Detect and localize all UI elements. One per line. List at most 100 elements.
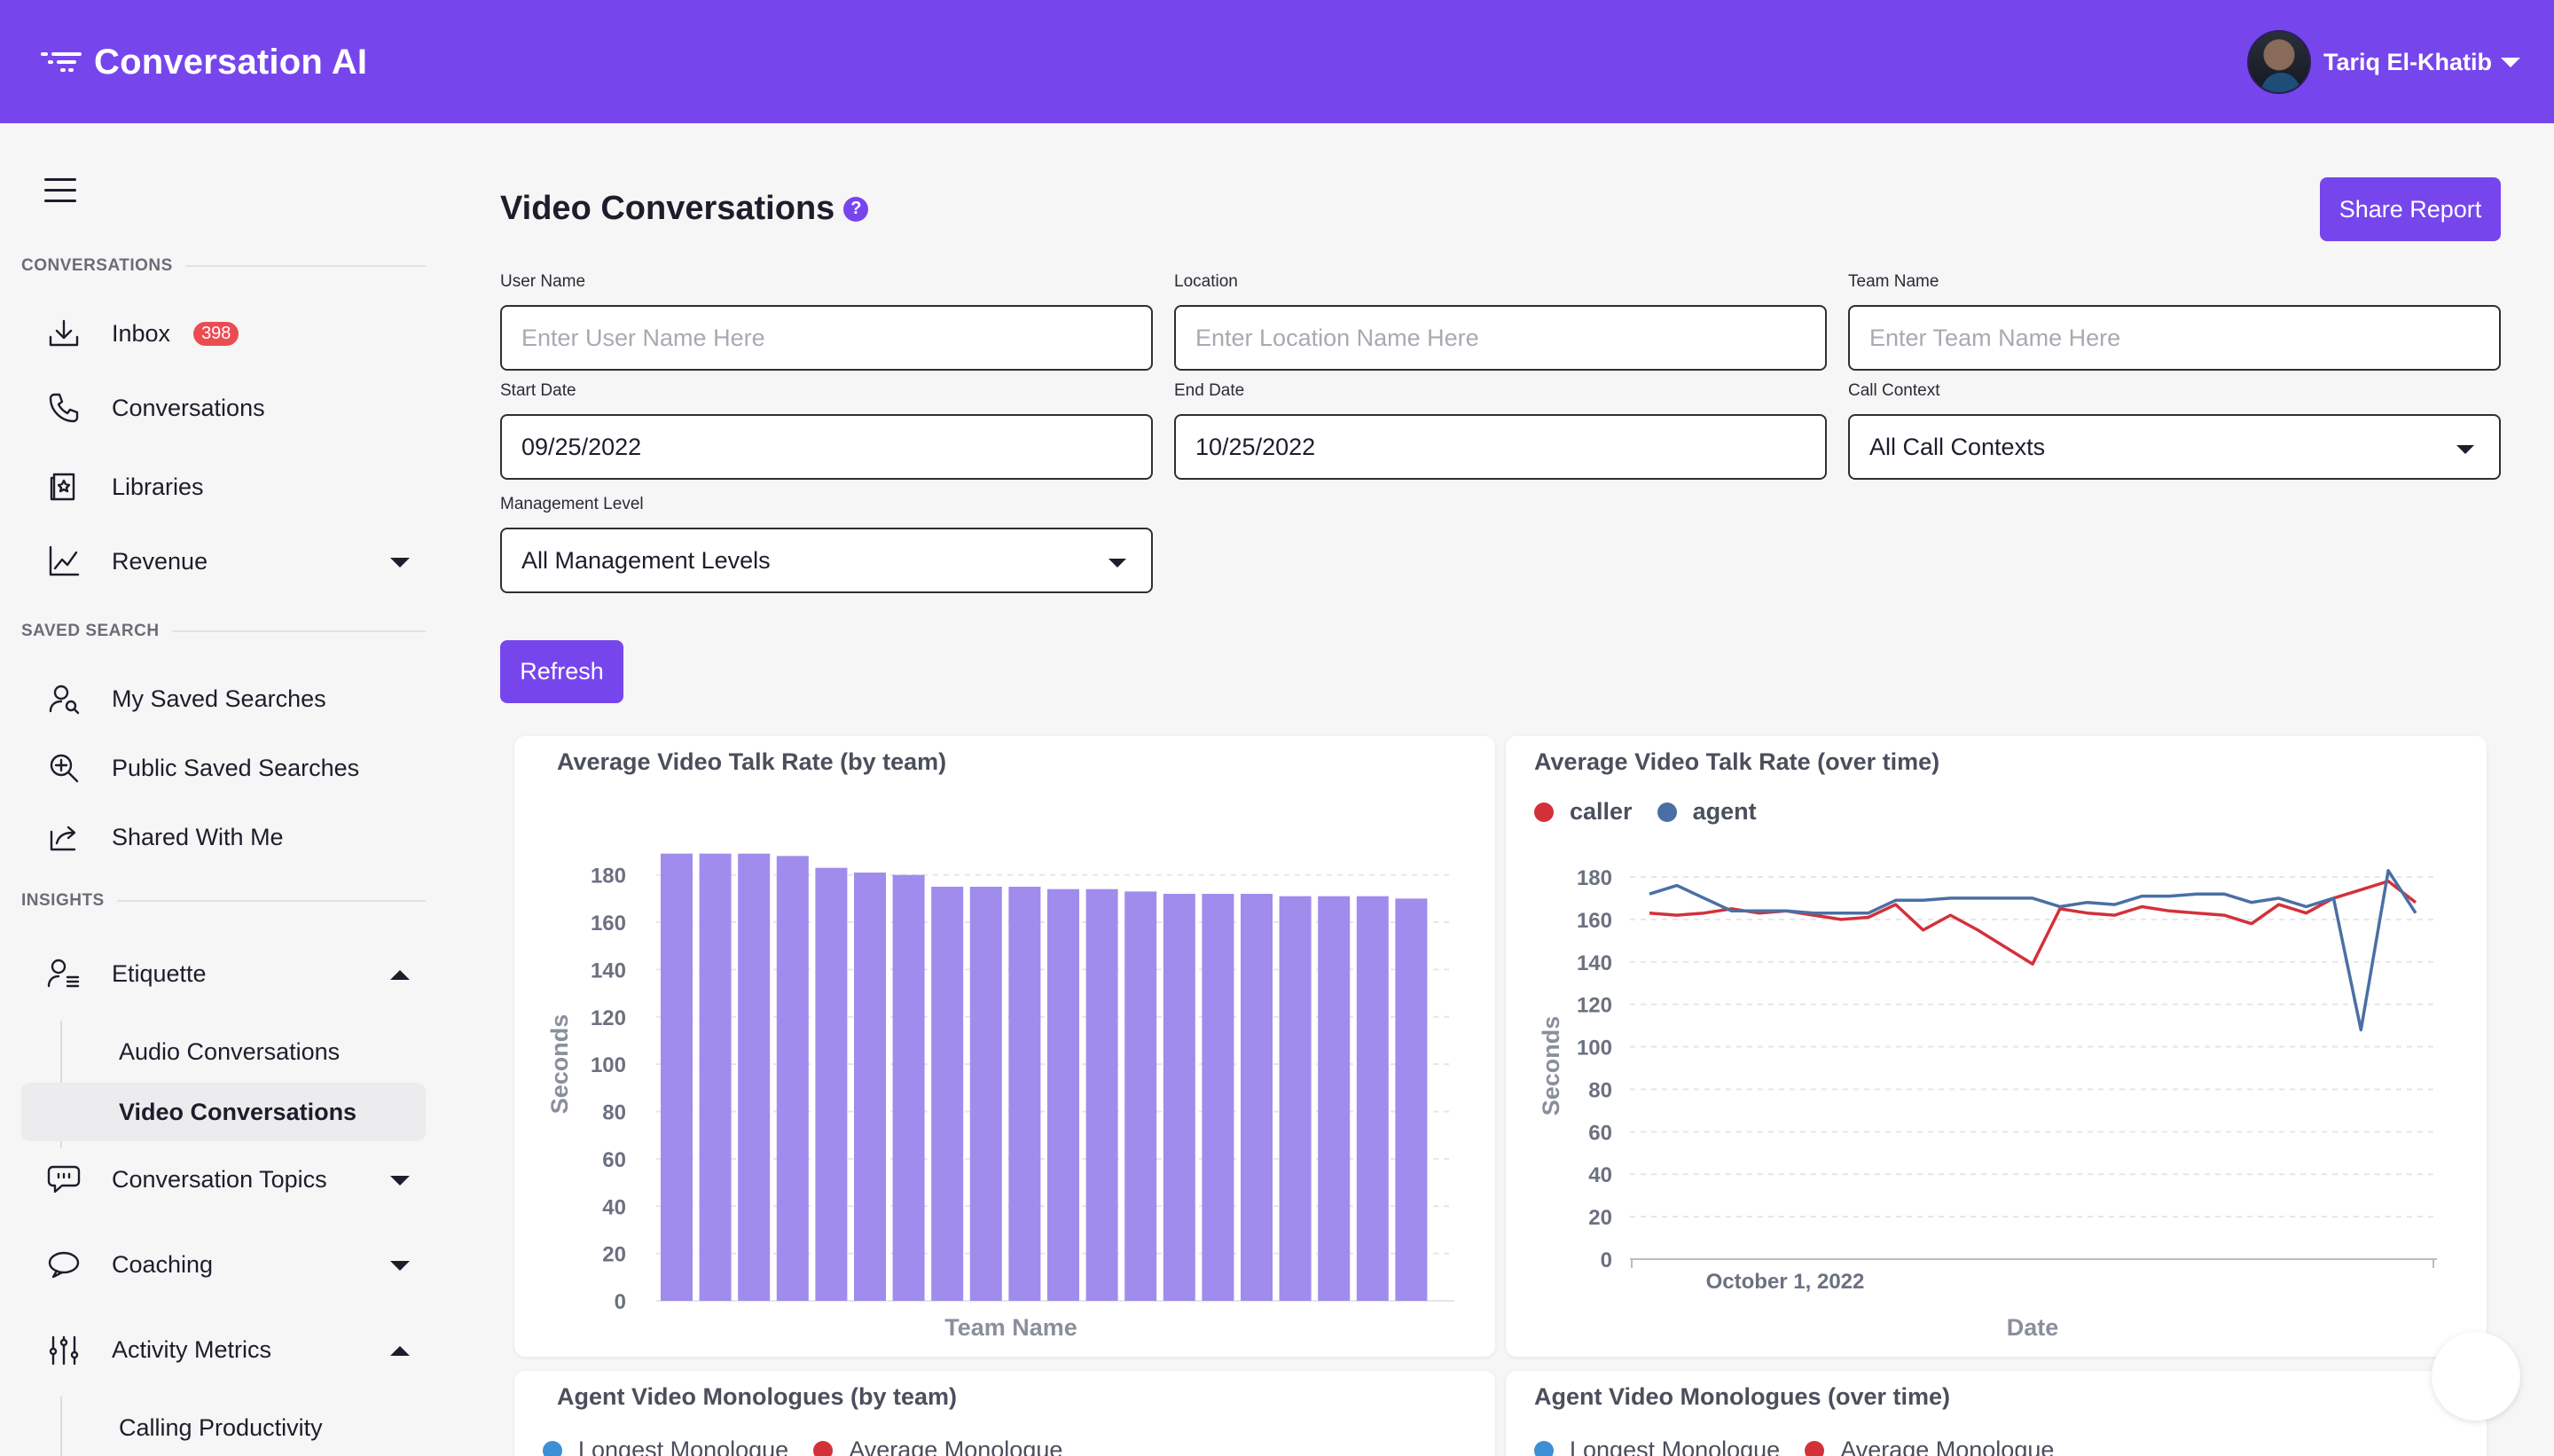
y-tick-label: 0 (615, 1290, 626, 1314)
sidebar-item-label: Audio Conversations (119, 1037, 341, 1065)
legend-item-average[interactable]: Average Monologue (813, 1436, 1062, 1456)
start-date-input[interactable]: 09/25/2022 (500, 414, 1153, 480)
legend-item-average[interactable]: Average Monologue (1805, 1436, 2054, 1456)
user-name-label: User Name (500, 272, 586, 291)
legend-dot (1657, 802, 1677, 822)
chevron-down-icon[interactable] (2501, 57, 2520, 67)
user-search-icon (44, 679, 83, 718)
sidebar-item-label: Inbox (112, 319, 171, 347)
sidebar-item-label: Etiquette (112, 959, 207, 987)
legend-item-agent[interactable]: agent (1657, 798, 1757, 826)
end-date-input[interactable]: 10/25/2022 (1174, 414, 1827, 480)
card-title: Agent Video Monologues (by team) (557, 1383, 958, 1410)
top-bar: Conversation AI Tariq El-Khatib (0, 0, 2554, 123)
sidebar-item-etiquette[interactable]: Etiquette (21, 944, 426, 1003)
legend-item-longest[interactable]: Longest Monologue (1534, 1436, 1780, 1456)
sidebar-item-my-saved-searches[interactable]: My Saved Searches (21, 669, 426, 728)
legend-item-longest[interactable]: Longest Monologue (543, 1436, 788, 1456)
x-tick-label: October 1, 2022 (1706, 1270, 1865, 1294)
y-tick-label: 180 (1577, 866, 1612, 890)
location-input[interactable]: Enter Location Name Here (1174, 305, 1827, 371)
sidebar-item-audio-conversations[interactable]: Audio Conversations (21, 1022, 426, 1081)
app-logo[interactable]: Conversation AI (41, 39, 367, 85)
team-name-input[interactable]: Enter Team Name Here (1848, 305, 2501, 371)
sidebar-item-coaching[interactable]: Coaching (21, 1235, 426, 1294)
y-tick-label: 120 (591, 1006, 626, 1030)
call-context-value: All Call Contexts (1869, 433, 2046, 460)
legend-label: Longest Monologue (1570, 1436, 1781, 1456)
hamburger-menu-icon[interactable] (44, 178, 76, 205)
sidebar-item-label: Conversations (112, 394, 265, 421)
x-axis-label: Team Name (944, 1314, 1077, 1341)
call-context-select[interactable]: All Call Contexts (1848, 414, 2501, 480)
sidebar-item-label: Revenue (112, 547, 208, 575)
sliders-icon (44, 1330, 83, 1369)
sidebar-item-label: Public Saved Searches (112, 754, 360, 781)
y-tick-label: 80 (602, 1101, 626, 1125)
y-tick-label: 40 (1588, 1163, 1612, 1187)
app-title: Conversation AI (94, 42, 368, 82)
bar (1318, 896, 1351, 1301)
management-level-select[interactable]: All Management Levels (500, 528, 1153, 593)
page-title: Video Conversations ? (500, 190, 869, 228)
user-menu[interactable]: Tariq El-Khatib (2246, 29, 2520, 95)
card-title: Average Video Talk Rate (over time) (1534, 748, 1940, 775)
legend-dot (543, 1440, 562, 1456)
chevron-up-icon[interactable] (390, 1346, 410, 1356)
chevron-down-icon[interactable] (390, 1261, 410, 1271)
share-report-button[interactable]: Share Report (2320, 177, 2501, 241)
chevron-down-icon[interactable] (390, 1176, 410, 1186)
sidebar-item-video-conversations[interactable]: Video Conversations (21, 1083, 426, 1141)
legend-dot (813, 1440, 834, 1456)
sidebar-item-shared-with-me[interactable]: Shared With Me (21, 808, 426, 866)
user-name[interactable]: Tariq El-Khatib (2323, 48, 2492, 75)
legend-label: Average Monologue (1840, 1436, 2055, 1456)
share-icon (44, 818, 83, 857)
sidebar-item-label: My Saved Searches (112, 685, 326, 712)
chevron-down-icon[interactable] (390, 558, 410, 568)
y-tick-label: 160 (1577, 909, 1612, 933)
bar (1279, 896, 1312, 1301)
chart-legend: Longest Monologue Average Monologue (543, 1436, 1087, 1456)
y-tick-label: 100 (1577, 1037, 1612, 1061)
sidebar-item-calling-productivity[interactable]: Calling Productivity (21, 1398, 426, 1456)
legend-dot (1534, 802, 1554, 822)
sidebar: CONVERSATIONS Inbox 398 Conversations Li… (0, 123, 443, 1456)
zoom-in-icon (44, 748, 83, 787)
bar (892, 874, 925, 1301)
refresh-button[interactable]: Refresh (500, 640, 623, 703)
dropdown-arrow-icon (1109, 559, 1126, 568)
section-title-insights: INSIGHTS (21, 891, 426, 911)
card-title: Average Video Talk Rate (by team) (557, 748, 947, 775)
bar (1047, 888, 1079, 1301)
y-tick-label: 100 (591, 1053, 626, 1077)
sidebar-item-public-saved-searches[interactable]: Public Saved Searches (21, 739, 426, 797)
y-tick-label: 180 (591, 865, 626, 888)
sidebar-item-inbox[interactable]: Inbox 398 (21, 304, 426, 363)
submenu-guide-line (60, 1397, 62, 1456)
legend-label: agent (1692, 798, 1757, 825)
chart-legend: caller agent (1534, 798, 1782, 826)
management-level-value: All Management Levels (521, 546, 771, 574)
avatar[interactable] (2246, 30, 2311, 94)
bar (815, 867, 848, 1301)
sidebar-item-libraries[interactable]: Libraries (21, 458, 426, 516)
y-tick-label: 140 (1577, 951, 1612, 975)
sidebar-item-activity-metrics[interactable]: Activity Metrics (21, 1320, 426, 1379)
sidebar-item-conversations[interactable]: Conversations (21, 379, 426, 437)
help-icon[interactable]: ? (843, 196, 869, 222)
bar (1124, 891, 1157, 1301)
scroll-to-top-button[interactable] (2432, 1332, 2520, 1421)
sidebar-item-conversation-topics[interactable]: Conversation Topics (21, 1150, 426, 1209)
sidebar-item-revenue[interactable]: Revenue (21, 532, 426, 591)
bar (969, 887, 1002, 1301)
bar (1085, 888, 1118, 1301)
user-name-input[interactable]: Enter User Name Here (500, 305, 1153, 371)
chevron-up-icon[interactable] (390, 970, 410, 980)
inbox-download-icon (44, 314, 83, 353)
line-chart: 0 20 40 60 80 100 120 140 160 180 October 1, 2022 D… (1538, 866, 2437, 1341)
bar (699, 853, 732, 1301)
legend-item-caller[interactable]: caller (1534, 798, 1633, 826)
chart-legend: Longest Monologue Average Monologue (1534, 1436, 2079, 1456)
section-title-saved-search: SAVED SEARCH (21, 622, 426, 641)
